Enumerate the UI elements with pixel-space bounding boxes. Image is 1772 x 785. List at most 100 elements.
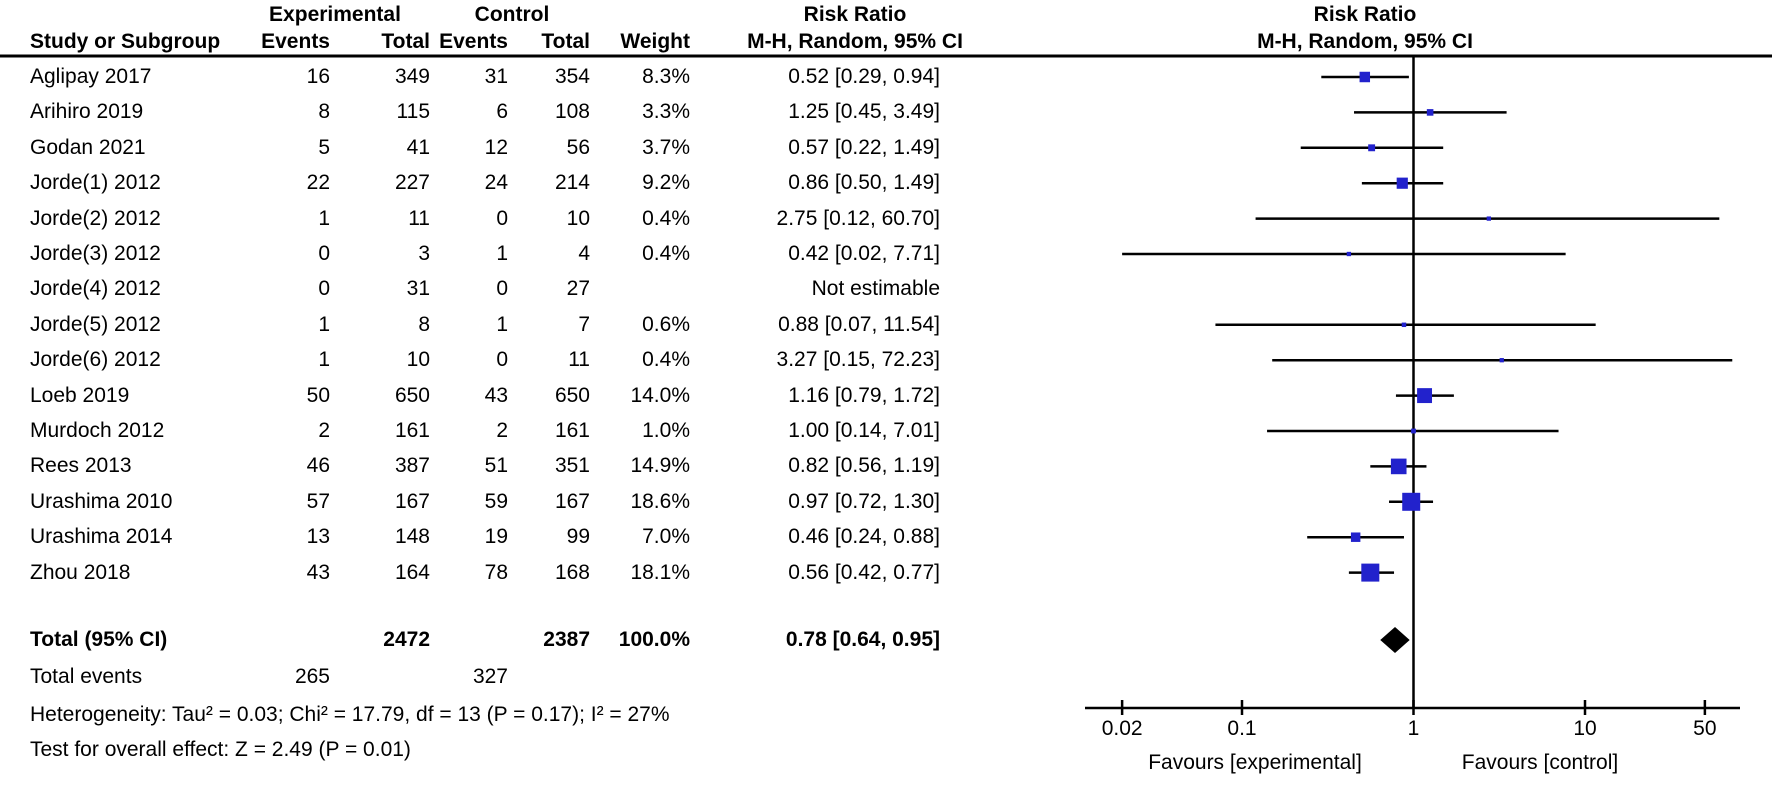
axis-tick-label: 1	[1407, 717, 1420, 740]
axis-tick-label: 0.1	[1227, 717, 1257, 740]
study-label: Arihiro 2019	[30, 100, 144, 124]
total-diamond	[1380, 627, 1410, 653]
effect-square	[1411, 428, 1416, 434]
risk-ratio-plot-header: Risk Ratio	[1313, 3, 1417, 26]
total-events-experimental: 265	[294, 665, 330, 688]
effect-square	[1350, 532, 1361, 542]
experimental-events-value: 22	[306, 171, 330, 195]
risk-ratio-ci-value: 1.16 [0.79, 1.72]	[788, 383, 940, 407]
control-total-value: 650	[554, 383, 590, 407]
control-total-value: 56	[566, 135, 590, 159]
study-or-subgroup-header: Study or Subgroup	[30, 30, 221, 53]
control-total-value: 168	[554, 560, 590, 584]
control-total-value: 351	[554, 454, 590, 478]
weight-value: 0.4%	[642, 348, 690, 372]
experimental-events-value: 46	[306, 454, 330, 478]
risk-ratio-ci-value: 1.00 [0.14, 7.01]	[788, 419, 940, 442]
experimental-total-value: 349	[394, 65, 430, 88]
risk-ratio-ci-value: 0.46 [0.24, 0.88]	[788, 525, 940, 549]
experimental-events-value: 16	[306, 65, 330, 88]
total-events-control: 327	[472, 665, 508, 688]
effect-square	[1426, 109, 1434, 116]
experimental-total-value: 387	[394, 454, 430, 478]
total-events-label: Total events	[30, 665, 143, 688]
axis-tick-label: 0.02	[1101, 717, 1143, 740]
control-events-value: 1	[496, 312, 508, 336]
effect-square	[1417, 388, 1433, 404]
weight-value: 18.6%	[630, 489, 690, 513]
weight-value: 14.9%	[630, 454, 690, 478]
control-total-value: 99	[566, 525, 590, 549]
weight-value: 0.4%	[642, 242, 690, 265]
weight-value: 14.0%	[630, 383, 690, 407]
control-events-value: 78	[484, 560, 508, 584]
control-total-value: 354	[554, 65, 590, 88]
control-total-value: 7	[578, 312, 590, 336]
total-risk-ratio-ci: 0.78 [0.64, 0.95]	[785, 628, 940, 651]
heterogeneity-stats: Heterogeneity: Tau² = 0.03; Chi² = 17.79…	[30, 703, 670, 726]
control-events-value: 59	[484, 489, 508, 513]
experimental-group-header: Experimental	[269, 3, 401, 26]
experimental-total-value: 167	[394, 489, 430, 513]
effect-square	[1368, 144, 1376, 152]
risk-ratio-ci-value: 0.97 [0.72, 1.30]	[788, 489, 940, 513]
total-experimental-n: 2472	[383, 628, 430, 651]
study-label: Jorde(2) 2012	[30, 206, 161, 230]
weight-value: 3.3%	[642, 100, 690, 124]
total-weight-value: 100.0%	[618, 628, 690, 651]
weight-value: 8.3%	[642, 65, 690, 88]
weight-value: 7.0%	[642, 525, 690, 549]
experimental-events-value: 8	[318, 100, 330, 124]
control-events-value: 6	[496, 100, 508, 124]
experimental-total-value: 41	[406, 135, 430, 159]
experimental-events-value: 2	[318, 419, 330, 442]
weight-value: 0.4%	[642, 206, 690, 230]
control-events-value: 2	[496, 419, 508, 442]
effect-square	[1402, 492, 1421, 511]
weight-value: 18.1%	[630, 560, 690, 584]
risk-ratio-ci-value: 0.52 [0.29, 0.94]	[788, 65, 940, 88]
study-label: Jorde(3) 2012	[30, 242, 161, 265]
study-label: Urashima 2014	[30, 525, 173, 549]
total-row-label: Total (95% CI)	[30, 628, 168, 651]
experimental-total-value: 10	[406, 348, 430, 372]
risk-ratio-ci-value: 1.25 [0.45, 3.49]	[788, 100, 940, 124]
effect-square	[1401, 322, 1407, 328]
weight-value: 9.2%	[642, 171, 690, 195]
experimental-events-value: 0	[318, 277, 330, 301]
control-events-value: 19	[484, 525, 508, 549]
control-events-value: 12	[484, 135, 508, 159]
favours-experimental-label: Favours [experimental]	[1148, 751, 1362, 774]
control-events-value: 43	[484, 383, 508, 407]
favours-control-label: Favours [control]	[1461, 751, 1619, 774]
study-label: Jorde(5) 2012	[30, 312, 161, 336]
study-label: Aglipay 2017	[30, 65, 152, 88]
experimental-total-value: 115	[396, 100, 430, 124]
experimental-total-value: 650	[394, 383, 430, 407]
control-events-value: 31	[484, 65, 508, 88]
control-total-value: 214	[554, 171, 590, 195]
weight-value: 0.6%	[642, 312, 690, 336]
effect-square	[1359, 71, 1371, 83]
study-label: Urashima 2010	[30, 489, 173, 513]
control-total-value: 4	[578, 242, 590, 265]
control-total-value: 27	[566, 277, 590, 301]
control-total-value: 11	[568, 348, 590, 372]
risk-ratio-ci-value: 0.82 [0.56, 1.19]	[788, 454, 940, 478]
study-label: Jorde(4) 2012	[30, 277, 161, 301]
study-label: Jorde(6) 2012	[30, 348, 161, 372]
weight-header: Weight	[620, 30, 690, 53]
experimental-total-value: 227	[394, 171, 430, 195]
effect-square	[1361, 563, 1380, 582]
method-plot-header: M-H, Random, 95% CI	[1257, 30, 1473, 53]
experimental-total-value: 3	[418, 242, 430, 265]
risk-ratio-ci-value: 0.56 [0.42, 0.77]	[788, 560, 940, 584]
experimental-events-header: Events	[261, 30, 330, 53]
effect-square	[1390, 458, 1407, 475]
effect-square	[1396, 177, 1408, 189]
experimental-events-value: 57	[306, 489, 330, 513]
control-events-value: 51	[484, 454, 508, 478]
control-events-value: 0	[496, 206, 508, 230]
control-total-header: Total	[541, 30, 590, 53]
